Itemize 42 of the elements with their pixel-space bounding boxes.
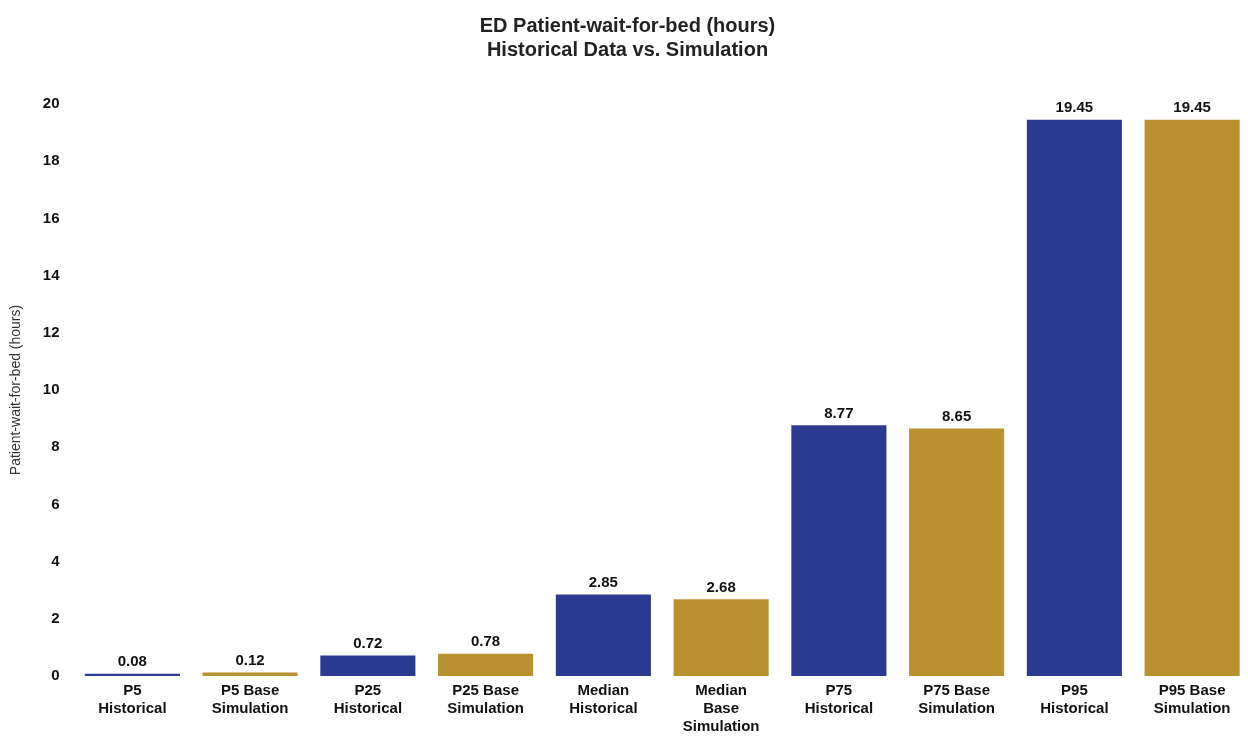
x-tick-label: Median Base Simulation	[682, 681, 760, 735]
y-tick-label: 12	[42, 322, 60, 340]
data-label: 0.12	[235, 651, 265, 669]
bar	[909, 428, 1005, 676]
y-tick-label: 0	[51, 666, 60, 684]
data-label: 0.08	[117, 652, 147, 670]
x-tick-label: P25 Base Simulation	[447, 681, 524, 717]
x-tick-label: P75 Historical	[804, 681, 874, 717]
y-tick-label: 6	[51, 494, 60, 512]
bar	[555, 594, 651, 676]
bar	[1026, 119, 1122, 676]
data-label: 19.45	[1055, 98, 1094, 116]
data-label: 2.85	[588, 573, 618, 591]
y-tick-label: 10	[42, 380, 60, 398]
bar	[320, 655, 416, 676]
chart-title: ED Patient-wait-for-bed (hours)	[479, 13, 776, 36]
data-label: 0.78	[471, 632, 501, 650]
x-tick-label: P95 Base Simulation	[1153, 681, 1231, 717]
bar	[791, 425, 887, 676]
x-tick-label: Median Historical	[569, 681, 638, 717]
y-tick-label: 18	[42, 151, 60, 169]
data-label: 0.72	[353, 634, 383, 652]
y-tick-label: 4	[51, 551, 61, 569]
bar	[673, 599, 769, 676]
data-label: 2.68	[706, 577, 736, 595]
y-tick-label: 20	[42, 94, 60, 112]
x-tick-label: P95 Historical	[1040, 681, 1109, 717]
x-tick-label: P25 Historical	[333, 681, 403, 717]
data-label: 19.45	[1173, 98, 1211, 116]
x-tick-label: P5 Historical	[98, 681, 167, 717]
x-tick-label: P75 Base Simulation	[918, 681, 995, 717]
bar	[1144, 119, 1240, 676]
y-tick-label: 16	[42, 208, 60, 226]
y-tick-label: 8	[51, 437, 60, 455]
x-tick-label: P5 Base Simulation	[211, 681, 289, 717]
y-tick-label: 14	[42, 265, 61, 283]
chart-subtitle: Historical Data vs. Simulation	[486, 37, 769, 60]
y-axis-title: Patient-wait-for-bed (hours)	[7, 304, 24, 476]
data-label: 8.65	[942, 407, 972, 425]
bar	[438, 653, 534, 676]
data-label: 8.77	[824, 403, 854, 421]
y-tick-label: 2	[51, 608, 60, 626]
